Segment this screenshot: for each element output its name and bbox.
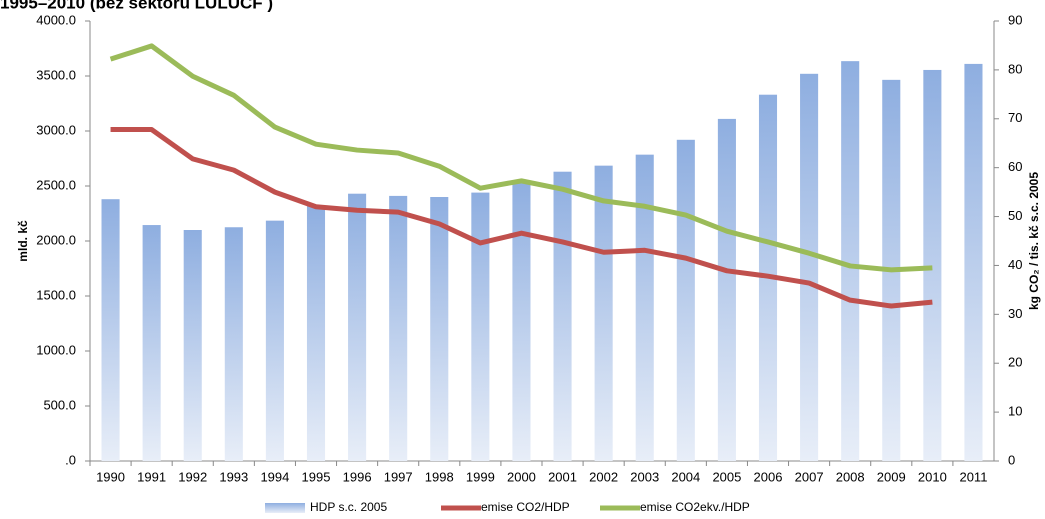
bar bbox=[224, 227, 243, 461]
bar bbox=[676, 139, 695, 462]
y-tick-label: 1000.0 bbox=[36, 342, 76, 357]
x-tick-label: 2009 bbox=[877, 469, 906, 484]
x-tick-label: 2011 bbox=[959, 469, 987, 484]
x-tick-label: 1994 bbox=[260, 469, 289, 484]
line bbox=[110, 127, 933, 309]
line bbox=[109, 43, 933, 273]
x-tick-label: 2001 bbox=[548, 469, 577, 484]
y2-axis-label: kg CO₂ / tis. kč s.c. 2005 bbox=[1027, 172, 1041, 310]
bar bbox=[471, 192, 490, 461]
bar bbox=[389, 195, 408, 461]
bar bbox=[635, 154, 654, 461]
x-tick-label: 2004 bbox=[671, 469, 700, 484]
y2-tick-label: 90 bbox=[1008, 12, 1022, 27]
x-tick-label: 2005 bbox=[712, 469, 741, 484]
y-tick-label: 4000.0 bbox=[36, 12, 76, 27]
x-tick-label: 2008 bbox=[836, 469, 865, 484]
legend-label: HDP s.c. 2005 bbox=[310, 500, 387, 514]
y2-tick-label: 40 bbox=[1008, 257, 1022, 272]
legend-label: emise CO2ekv./HDP bbox=[640, 500, 750, 514]
bar bbox=[923, 69, 942, 461]
y-tick-label: 1500.0 bbox=[36, 287, 76, 302]
y2-tick-label: 50 bbox=[1008, 208, 1022, 223]
y-tick-label: 3500.0 bbox=[36, 67, 76, 82]
bar bbox=[717, 118, 736, 462]
bar bbox=[594, 165, 613, 461]
bar bbox=[430, 197, 449, 461]
x-tick-label: 2006 bbox=[754, 469, 783, 484]
x-tick-label: 1998 bbox=[425, 469, 454, 484]
x-tick-label: 1991 bbox=[137, 469, 166, 484]
x-tick-label: 1990 bbox=[96, 469, 125, 484]
bar bbox=[553, 171, 572, 461]
x-tick-label: 2003 bbox=[630, 469, 659, 484]
y2-tick-label: 30 bbox=[1008, 306, 1022, 321]
y2-tick-label: 0 bbox=[1008, 452, 1015, 467]
y2-tick-label: 20 bbox=[1008, 355, 1022, 370]
bar bbox=[265, 220, 284, 461]
bar bbox=[183, 230, 202, 461]
bar bbox=[101, 199, 120, 461]
x-tick-label: 1995 bbox=[302, 469, 331, 484]
y-tick-label: 2500.0 bbox=[36, 177, 76, 192]
x-tick-label: 1999 bbox=[466, 469, 495, 484]
x-tick-label: 2010 bbox=[918, 469, 947, 484]
y-axis-label: mld. kč bbox=[16, 220, 30, 262]
bar bbox=[964, 63, 983, 462]
legend-swatch bbox=[265, 503, 305, 513]
bar bbox=[800, 73, 819, 462]
y-tick-label: 3000.0 bbox=[36, 122, 76, 137]
y-tick-label: .0 bbox=[65, 452, 76, 467]
legend-label: emise CO2/HDP bbox=[481, 500, 570, 514]
bar bbox=[306, 205, 326, 461]
y2-tick-label: 10 bbox=[1008, 404, 1022, 419]
y2-tick-label: 80 bbox=[1008, 61, 1022, 76]
y2-tick-label: 70 bbox=[1008, 110, 1022, 125]
x-tick-label: 1993 bbox=[219, 469, 248, 484]
y-tick-label: 500.0 bbox=[43, 397, 76, 412]
y2-tick-label: 60 bbox=[1008, 159, 1022, 174]
bar bbox=[348, 193, 367, 461]
bar bbox=[142, 225, 161, 461]
x-tick-label: 2007 bbox=[795, 469, 824, 484]
bar bbox=[841, 61, 860, 462]
x-tick-label: 1997 bbox=[384, 469, 413, 484]
bar bbox=[512, 181, 531, 461]
x-tick-label: 1992 bbox=[178, 469, 207, 484]
chart-title: 1995–2010 (bez sektoru LULUCF ) bbox=[0, 0, 273, 12]
x-tick-label: 2000 bbox=[507, 469, 536, 484]
x-tick-label: 1996 bbox=[343, 469, 372, 484]
y-tick-label: 2000.0 bbox=[36, 232, 76, 247]
x-tick-label: 2002 bbox=[589, 469, 618, 484]
